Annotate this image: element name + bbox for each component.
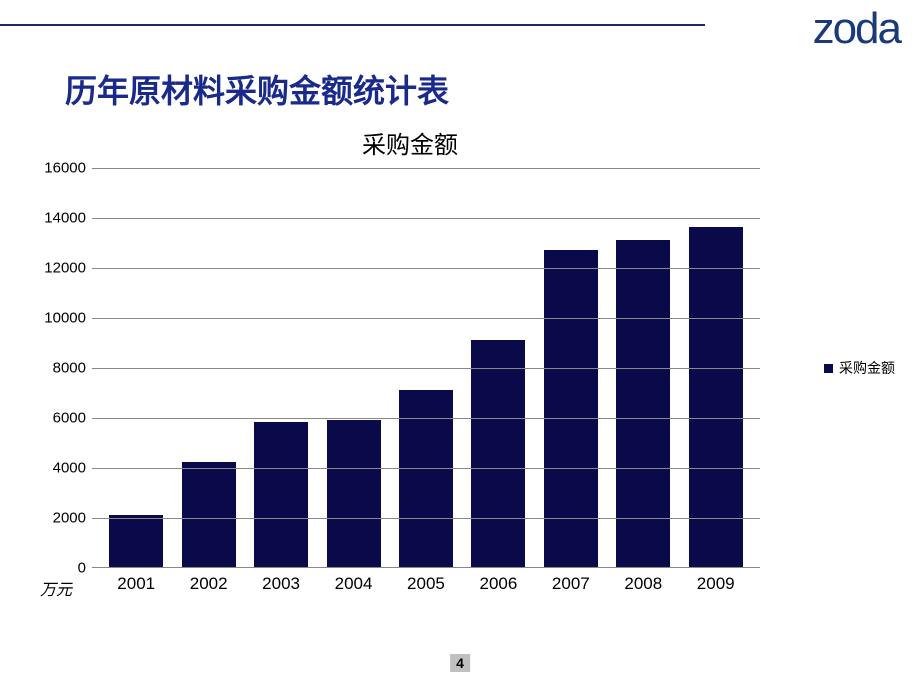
gridline [92,518,760,519]
x-tick: 2002 [182,574,236,594]
x-axis: 2001 2002 2003 2004 2005 2006 2007 2008 2009 [92,568,760,594]
bar [689,227,743,567]
gridline [92,168,760,169]
page-title: 历年原材料采购金额统计表 [65,66,449,112]
chart-title: 采购金额 [20,125,900,160]
y-tick: 8000 [53,360,86,377]
legend-label: 采购金额 [839,358,895,378]
bar [399,390,453,568]
bar [544,250,598,568]
x-tick: 2005 [399,574,453,594]
y-tick: 10000 [44,310,86,327]
bar [254,422,308,567]
y-tick: 2000 [53,510,86,527]
x-tick: 2009 [689,574,743,594]
x-tick: 2003 [254,574,308,594]
bar [471,340,525,568]
x-tick: 2004 [327,574,381,594]
chart-container: 采购金额 0 2000 4000 6000 8000 10000 12000 14000 160… [20,125,900,625]
y-axis: 0200040006000800010000120001400016000 [20,168,92,568]
y-tick: 4000 [53,460,86,477]
y-tick: 16000 [44,160,86,177]
gridline [92,418,760,419]
y-tick: 0 [78,560,86,577]
x-tick: 2006 [471,574,525,594]
plot-area [92,168,760,568]
x-tick: 2007 [544,574,598,594]
gridline [92,268,760,269]
bar [109,515,163,568]
gridline [92,218,760,219]
legend: 采购金额 [824,358,895,378]
gridline [92,468,760,469]
legend-swatch [824,364,833,373]
page-number: 4 [450,654,470,672]
unit-label: 万元 [40,576,72,600]
gridline [92,318,760,319]
bar [182,462,236,567]
y-tick: 12000 [44,260,86,277]
bar [327,420,381,568]
gridline [92,368,760,369]
brand-logo: zoda [813,4,900,54]
y-tick: 6000 [53,410,86,427]
y-tick: 14000 [44,210,86,227]
x-tick: 2001 [109,574,163,594]
chart-plot-wrap: 0200040006000800010000120001400016000 20… [20,168,900,598]
x-tick: 2008 [616,574,670,594]
header-rule [0,24,705,26]
